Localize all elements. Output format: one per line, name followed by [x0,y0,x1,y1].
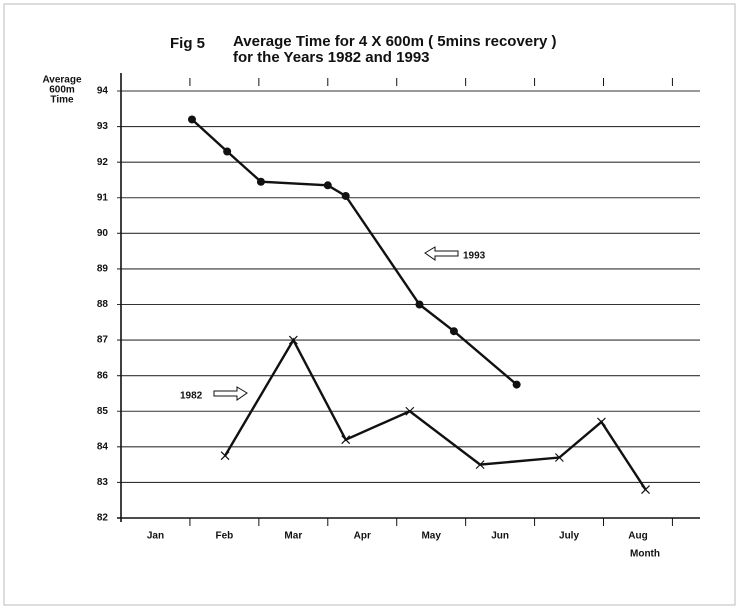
marker [512,380,521,389]
marker [415,300,424,309]
marker [341,435,351,445]
x-tick-label: Jun [491,531,509,542]
y-tick-label: 92 [97,157,109,168]
chart-title: Average Time for 4 X 600m ( 5mins recove… [233,33,557,50]
arrow [424,246,459,261]
y-tick-label: 87 [97,335,109,346]
x-tick-label: Mar [284,531,302,542]
marker [405,406,415,416]
x-tick-label: May [421,531,441,542]
x-tick-label: Feb [216,531,234,542]
figure-label: Fig 5 [170,35,205,52]
marker [187,115,196,124]
y-tick-label: 83 [97,477,109,488]
marker [641,485,650,494]
marker [597,417,606,427]
y-tick-label: 90 [97,228,109,239]
y-tick-label: 82 [97,513,109,524]
y-tick-label: 94 [97,86,109,97]
y-tick-label: 84 [97,441,109,452]
y-tick-label: 88 [97,299,109,310]
y-tick-label: 89 [97,264,109,275]
x-axis-label: Month [630,549,660,560]
chart-title: for the Years 1982 and 1993 [233,49,430,66]
marker [475,460,485,470]
y-tick-label: 85 [97,406,109,417]
y-axis-label: 600m [49,85,75,96]
marker [288,335,298,345]
x-tick-label: Apr [354,531,371,542]
x-tick-label: July [559,531,579,542]
series-annotation: 1982 [180,391,203,402]
x-tick-label: Jan [147,531,164,542]
marker [220,451,230,461]
marker [449,327,458,336]
arrow [213,386,248,401]
series-line [224,337,647,491]
marker [223,147,232,156]
y-tick-label: 86 [97,370,109,381]
series-line [191,118,518,386]
y-tick-label: 93 [97,121,109,132]
marker [256,177,265,186]
marker [323,181,332,190]
marker [554,453,564,462]
y-axis-label: Time [50,95,74,106]
x-tick-label: Aug [628,531,647,542]
frame [3,3,736,606]
marker [341,191,350,200]
y-axis-label: Average [42,75,82,86]
y-tick-label: 91 [97,192,109,203]
series-annotation: 1993 [463,251,486,262]
